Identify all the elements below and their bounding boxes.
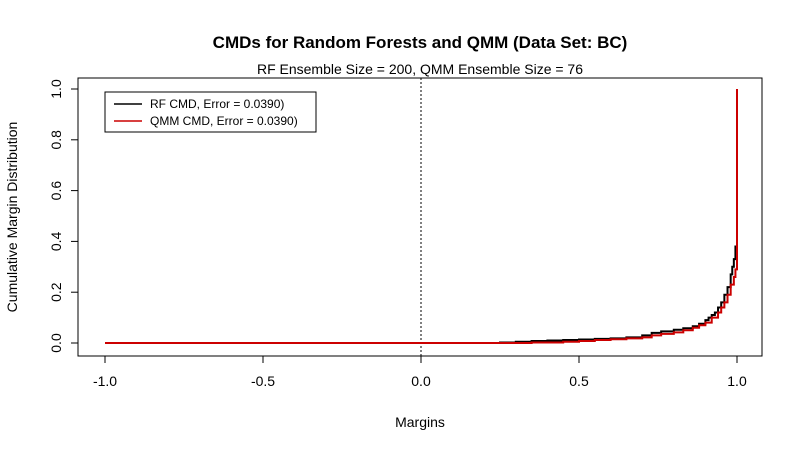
x-tick-label: 0.0	[411, 373, 431, 389]
x-tick-label: -0.5	[251, 373, 275, 389]
series-line-qmm	[105, 89, 738, 344]
y-tick-label: 0.0	[48, 333, 64, 353]
legend-label-rf: RF CMD, Error = 0.0390)	[150, 97, 284, 111]
series-layer	[105, 89, 738, 344]
y-tick-label: 0.8	[48, 130, 64, 150]
chart-title: CMDs for Random Forests and QMM (Data Se…	[213, 33, 628, 52]
y-tick-label: 0.4	[48, 231, 64, 251]
x-tick-label: -1.0	[93, 373, 117, 389]
legend: RF CMD, Error = 0.0390) QMM CMD, Error =…	[104, 91, 317, 133]
y-axis-title: Cumulative Margin Distribution	[4, 122, 20, 313]
legend-box	[104, 91, 317, 133]
y-tick-label: 0.2	[48, 282, 64, 302]
chart-subtitle: RF Ensemble Size = 200, QMM Ensemble Siz…	[257, 61, 583, 77]
y-tick-label: 1.0	[48, 79, 64, 99]
legend-label-qmm: QMM CMD, Error = 0.0390)	[150, 114, 298, 128]
x-axis-title: Margins	[395, 414, 445, 430]
y-axis: 0.0 0.2 0.4 0.6 0.8 1.0	[48, 79, 79, 353]
x-tick-label: 0.5	[569, 373, 589, 389]
y-tick-label: 0.6	[48, 181, 64, 201]
x-tick-label: 1.0	[727, 373, 747, 389]
x-axis: -1.0 -0.5 0.0 0.5 1.0	[93, 355, 747, 389]
